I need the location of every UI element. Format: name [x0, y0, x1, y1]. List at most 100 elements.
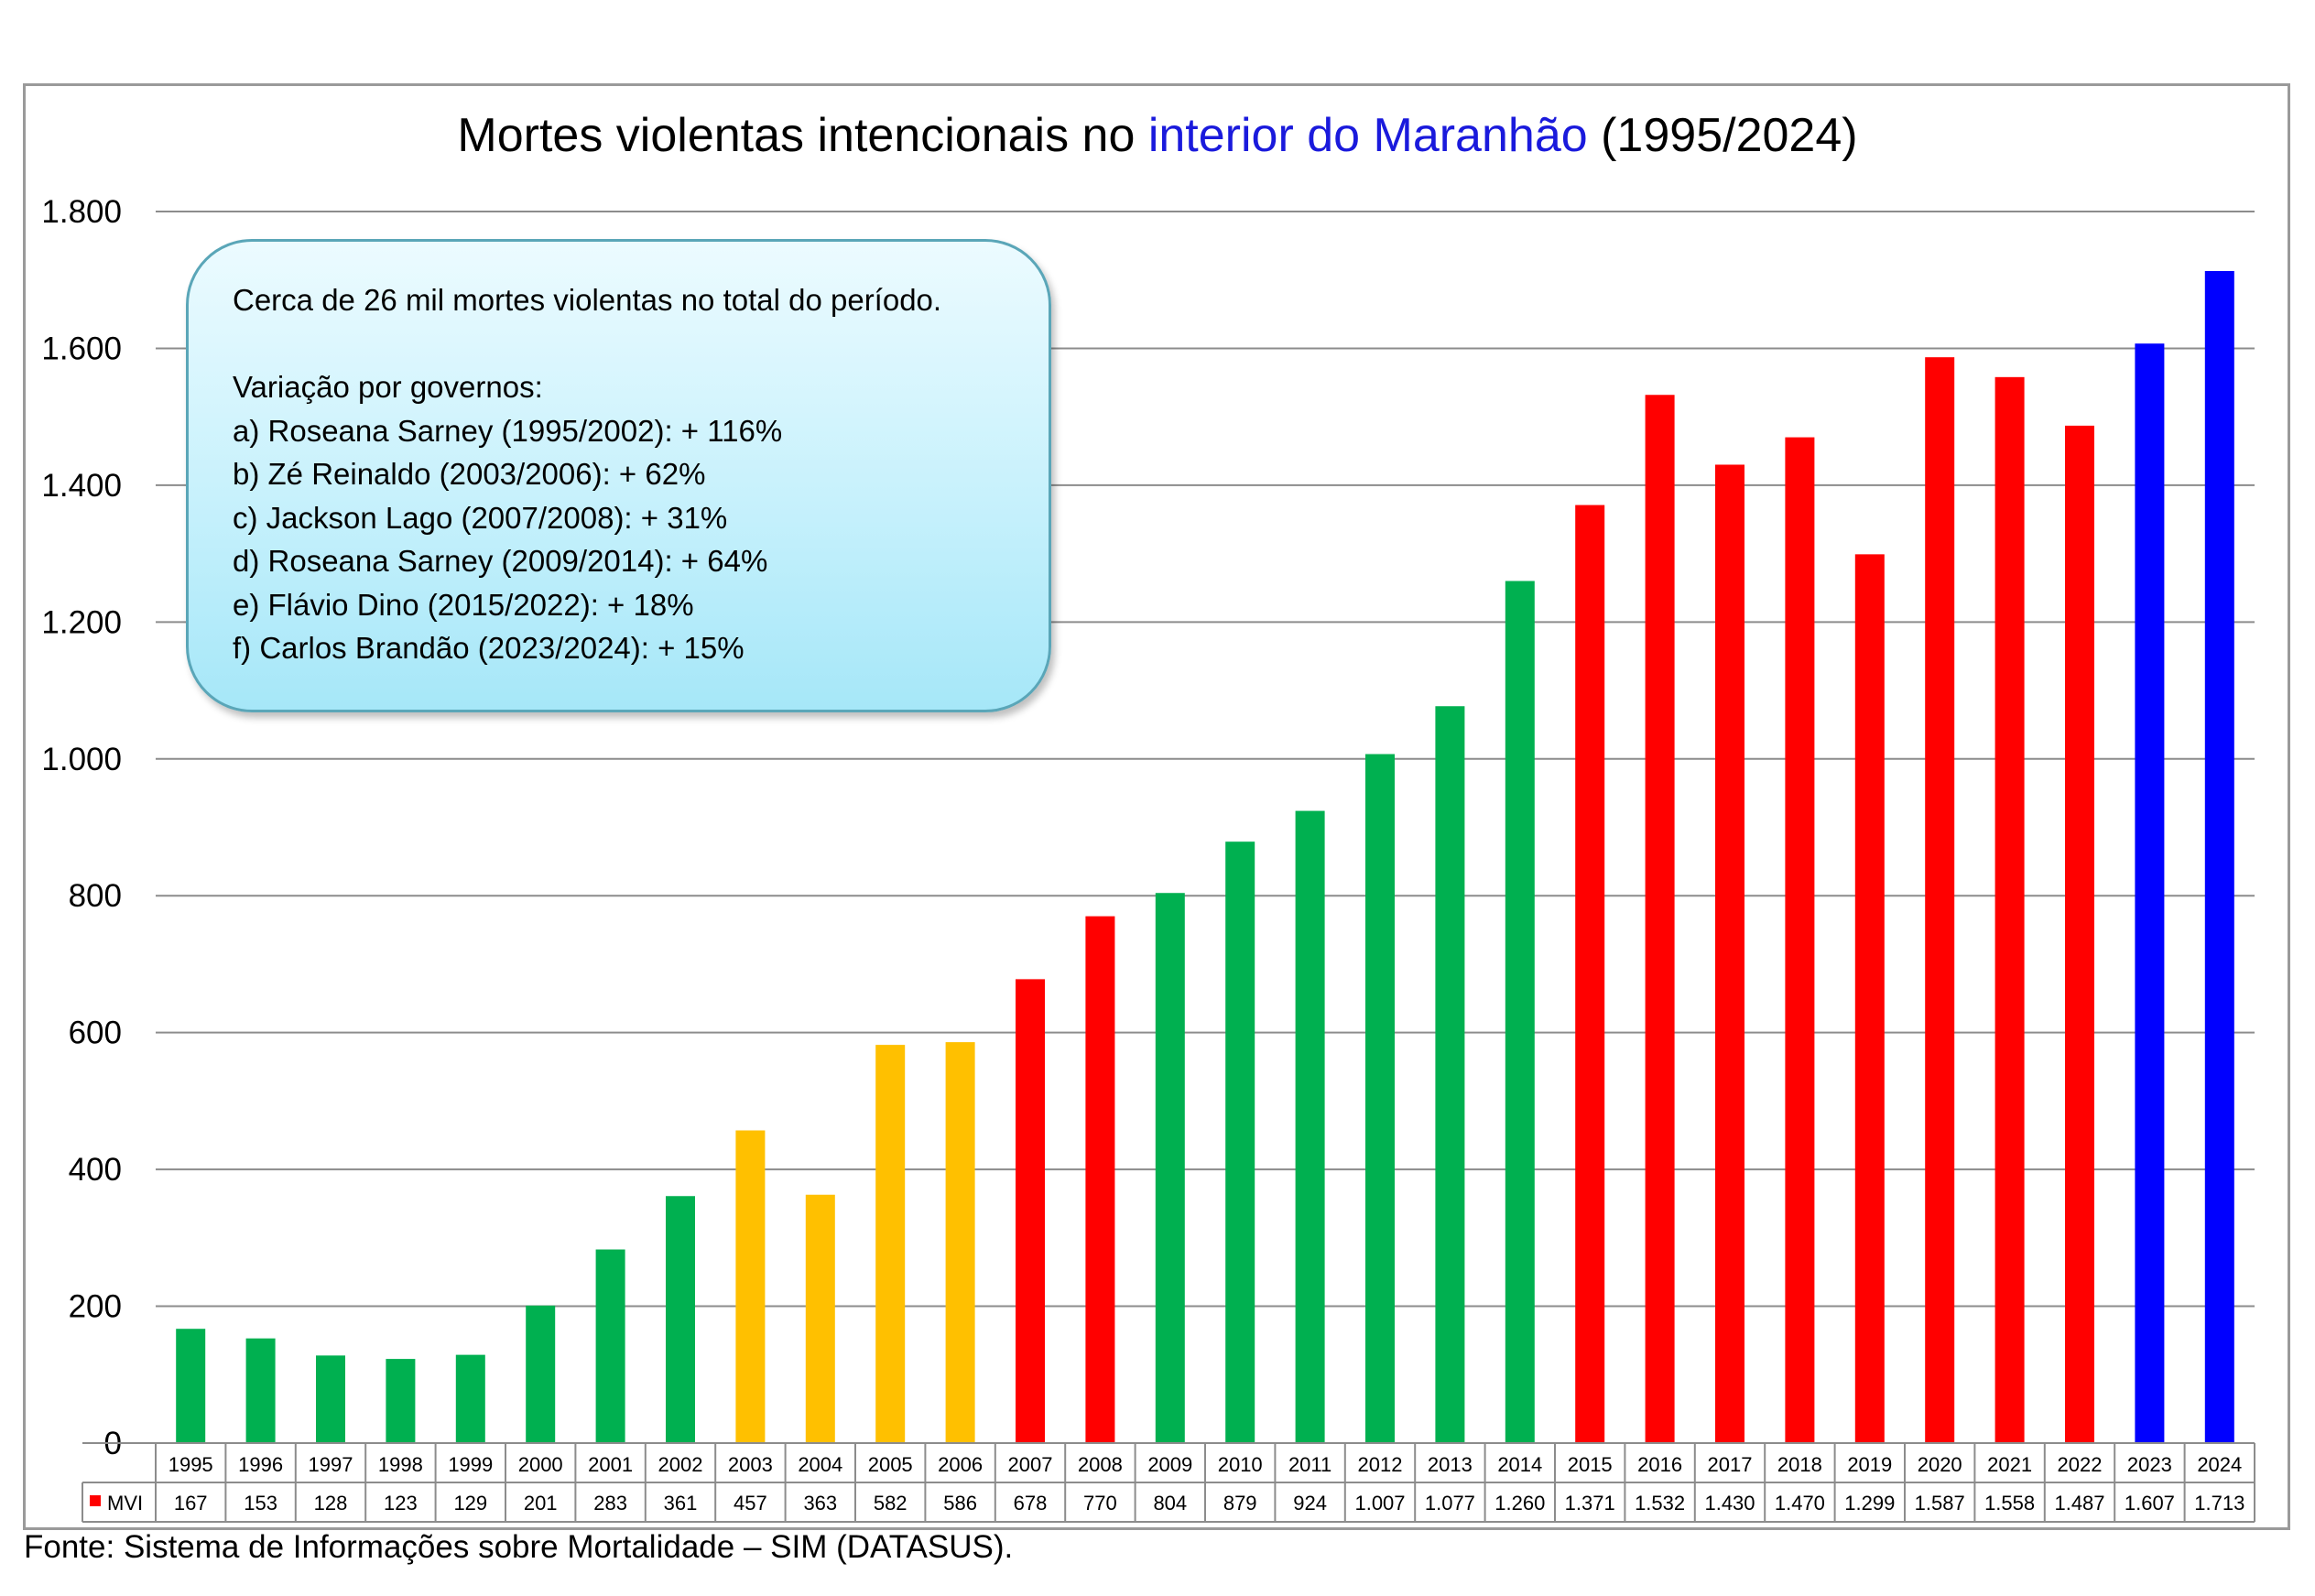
x-category-label: 2009 — [1147, 1453, 1192, 1476]
data-value-label: 586 — [943, 1492, 977, 1515]
x-category-label: 2007 — [1008, 1453, 1053, 1476]
bar — [455, 1354, 485, 1443]
bar — [1155, 893, 1185, 1443]
bar — [805, 1194, 835, 1443]
annotation-total: Cerca de 26 mil mortes violentas no tota… — [233, 283, 942, 317]
bar — [1854, 554, 1885, 1443]
data-value-label: 128 — [314, 1492, 348, 1515]
data-value-label: 1.007 — [1354, 1492, 1405, 1515]
annotation-item-f: f) Carlos Brandão (2023/2024): + 15% — [233, 631, 744, 665]
data-value-label: 123 — [384, 1492, 418, 1515]
bar — [1295, 810, 1325, 1443]
bar — [245, 1338, 276, 1443]
data-value-label: 1.371 — [1565, 1492, 1615, 1515]
y-tick-label: 1.800 — [41, 194, 122, 230]
annotation-item-e: e) Flávio Dino (2015/2022): + 18% — [233, 587, 694, 622]
x-category-label: 2022 — [2058, 1453, 2103, 1476]
data-value-label: 1.430 — [1704, 1492, 1755, 1515]
y-tick-label: 800 — [69, 878, 122, 914]
y-tick-label: 200 — [69, 1289, 122, 1325]
x-category-label: 2010 — [1218, 1453, 1263, 1476]
bar — [1645, 395, 1675, 1443]
bar — [1575, 505, 1605, 1443]
y-tick-label: 1.200 — [41, 604, 122, 640]
chart-title: Mortes violentas intencionais no interio… — [0, 108, 2315, 163]
bar — [1435, 706, 1465, 1443]
x-category-label: 2015 — [1568, 1453, 1613, 1476]
data-value-label: 1.532 — [1635, 1492, 1685, 1515]
y-tick-label: 1.600 — [41, 331, 122, 366]
x-category-label: 2024 — [2197, 1453, 2242, 1476]
x-category-label: 2023 — [2127, 1453, 2172, 1476]
data-value-label: 678 — [1014, 1492, 1048, 1515]
annotation-box: Cerca de 26 mil mortes violentas no tota… — [186, 239, 1051, 712]
data-value-label: 582 — [874, 1492, 908, 1515]
x-category-label: 2001 — [588, 1453, 633, 1476]
bar — [1225, 841, 1255, 1443]
x-category-label: 2016 — [1637, 1453, 1682, 1476]
data-value-label: 1.077 — [1425, 1492, 1475, 1515]
x-category-label: 2004 — [798, 1453, 842, 1476]
data-value-label: 363 — [803, 1492, 837, 1515]
chart-title-highlight: interior do Maranhão — [1147, 109, 1588, 162]
bar — [875, 1045, 906, 1443]
bar — [176, 1329, 206, 1443]
bar — [316, 1355, 345, 1443]
source-note: Fonte: Sistema de Informações sobre Mort… — [24, 1529, 1014, 1565]
x-category-label: 2014 — [1497, 1453, 1542, 1476]
data-value-label: 361 — [664, 1492, 698, 1515]
x-category-label: 2013 — [1428, 1453, 1473, 1476]
x-category-label: 2006 — [938, 1453, 983, 1476]
x-category-label: 1999 — [448, 1453, 493, 1476]
annotation-item-b: b) Zé Reinaldo (2003/2006): + 62% — [233, 457, 706, 491]
bar — [945, 1042, 975, 1443]
data-value-label: 1.558 — [1984, 1492, 2035, 1515]
bar — [666, 1196, 695, 1443]
bar — [1365, 754, 1395, 1443]
x-category-label: 1995 — [168, 1453, 213, 1476]
bar — [1925, 357, 1955, 1443]
bar — [1085, 916, 1115, 1443]
bar — [1715, 464, 1744, 1444]
y-tick-label: 1.000 — [41, 742, 122, 777]
data-value-label: 1.587 — [1915, 1492, 1965, 1515]
x-category-label: 1996 — [238, 1453, 283, 1476]
annotation-item-c: c) Jackson Lago (2007/2008): + 31% — [233, 500, 728, 535]
x-category-label: 2003 — [728, 1453, 773, 1476]
bar — [1505, 581, 1535, 1443]
data-value-label: 1.299 — [1844, 1492, 1895, 1515]
x-category-label: 2020 — [1918, 1453, 1962, 1476]
x-category-label: 2008 — [1078, 1453, 1123, 1476]
bar — [386, 1359, 416, 1443]
x-category-label: 2002 — [658, 1453, 703, 1476]
y-tick-label: 400 — [69, 1152, 122, 1188]
data-value-label: 879 — [1223, 1492, 1257, 1515]
bar — [2204, 271, 2234, 1444]
data-value-label: 201 — [524, 1492, 558, 1515]
x-category-label: 2019 — [1847, 1453, 1892, 1476]
x-category-label: 2021 — [1987, 1453, 2032, 1476]
data-value-label: 167 — [174, 1492, 208, 1515]
data-value-label: 457 — [734, 1492, 767, 1515]
data-value-label: 153 — [244, 1492, 277, 1515]
data-value-label: 804 — [1153, 1492, 1187, 1515]
data-value-label: 770 — [1083, 1492, 1117, 1515]
bar — [1785, 437, 1815, 1443]
data-value-label: 1.487 — [2054, 1492, 2104, 1515]
chart-title-part-3: (1995/2024) — [1587, 109, 1858, 162]
x-category-label: 2017 — [1708, 1453, 1753, 1476]
x-category-label: 2005 — [868, 1453, 913, 1476]
x-category-label: 2000 — [518, 1453, 563, 1476]
y-tick-label: 1.400 — [41, 468, 122, 504]
y-tick-label: 600 — [69, 1015, 122, 1051]
data-value-label: 1.260 — [1494, 1492, 1545, 1515]
legend-key — [90, 1495, 101, 1506]
data-value-label: 1.607 — [2125, 1492, 2175, 1515]
data-value-label: 1.713 — [2194, 1492, 2244, 1515]
legend-label: MVI — [107, 1492, 143, 1515]
chart-title-part-1: Mortes violentas intencionais no — [457, 109, 1148, 162]
x-category-label: 2011 — [1288, 1453, 1331, 1476]
bar — [526, 1305, 556, 1443]
data-value-label: 924 — [1293, 1492, 1327, 1515]
